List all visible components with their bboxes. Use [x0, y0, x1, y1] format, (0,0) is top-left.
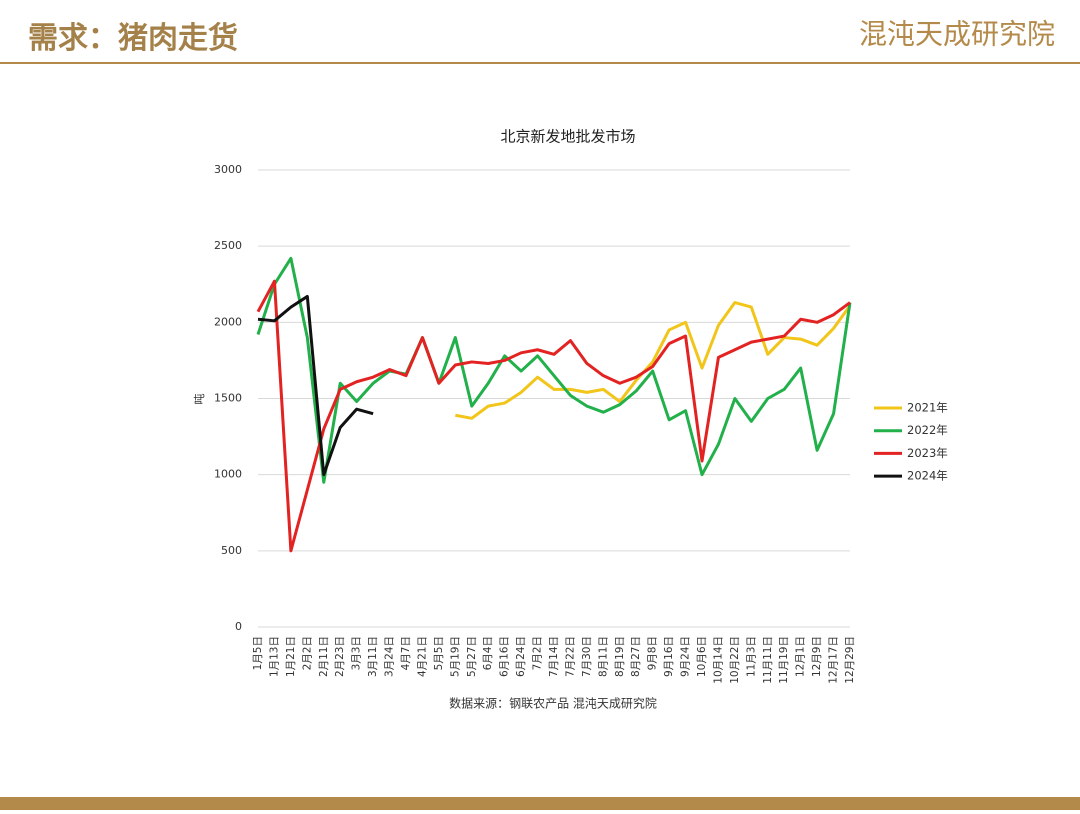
x-tick-label: 5月19日 — [449, 636, 461, 677]
series-line — [256, 256, 852, 484]
x-tick-label: 8月27日 — [630, 636, 642, 677]
x-tick-label: 2月23日 — [334, 636, 346, 677]
chart-title: 北京新发地批发市场 — [500, 128, 635, 146]
slide-title: 需求：猪肉走货 — [28, 21, 238, 56]
x-tick-label: 7月30日 — [581, 636, 593, 677]
x-tick-label: 3月24日 — [384, 636, 396, 677]
x-tick-label: 11月19日 — [778, 636, 790, 684]
y-axis-label: 吨 — [193, 394, 206, 405]
x-tick-label: 3月3日 — [351, 636, 363, 670]
x-tick-label: 2月11日 — [318, 636, 330, 677]
x-tick-label: 12月9日 — [811, 636, 823, 677]
x-tick-label: 1月5日 — [252, 636, 264, 670]
logo: 混沌天成研究院 — [859, 18, 1055, 51]
x-tick-label: 2月2日 — [301, 636, 313, 670]
y-tick-label: 1500 — [214, 392, 242, 405]
x-tick-label: 12月1日 — [795, 636, 807, 677]
y-tick-label: 1000 — [214, 468, 242, 481]
x-tick-label: 9月24日 — [680, 636, 692, 677]
x-tick-label: 7月2日 — [532, 636, 544, 670]
x-tick-label: 10月6日 — [696, 636, 708, 677]
x-tick-label: 10月22日 — [729, 636, 741, 684]
footer-bar — [0, 797, 1080, 810]
x-tick-label: 8月19日 — [614, 636, 626, 677]
y-tick-label: 500 — [221, 544, 242, 557]
x-tick-label: 9月16日 — [663, 636, 675, 677]
x-tick-label: 9月8日 — [647, 636, 659, 670]
y-tick-label: 2000 — [214, 315, 242, 328]
x-tick-label: 12月17日 — [828, 636, 840, 684]
series-line — [257, 294, 374, 477]
x-tick-label: 4月7日 — [400, 636, 412, 670]
x-tick-label: 12月29日 — [844, 636, 856, 684]
y-tick-label: 0 — [235, 620, 242, 633]
y-tick-label: 3000 — [214, 163, 242, 176]
x-tick-label: 6月4日 — [482, 636, 494, 670]
legend-label: 2024年 — [907, 469, 948, 483]
legend-label: 2022年 — [907, 423, 948, 437]
x-tick-label: 3月11日 — [367, 636, 379, 677]
series-line — [256, 279, 851, 553]
source-note: 数据来源：钢联农产品 混沌天成研究院 — [449, 696, 657, 711]
x-tick-label: 5月27日 — [466, 636, 478, 677]
x-tick-label: 10月14日 — [712, 636, 724, 684]
legend-label: 2023年 — [907, 446, 948, 460]
x-tick-label: 5月5日 — [433, 636, 445, 670]
x-tick-label: 6月24日 — [515, 636, 527, 677]
x-tick-label: 6月16日 — [499, 636, 511, 677]
series-line — [455, 301, 852, 420]
x-tick-label: 11月11日 — [762, 636, 774, 684]
x-tick-label: 8月11日 — [597, 636, 609, 677]
legend-label: 2021年 — [907, 401, 948, 415]
x-tick-label: 7月14日 — [548, 636, 560, 677]
x-tick-label: 7月22日 — [564, 636, 576, 677]
y-tick-label: 2500 — [214, 239, 242, 252]
x-tick-label: 1月21日 — [285, 636, 297, 677]
x-tick-label: 4月21日 — [416, 636, 428, 677]
x-tick-label: 11月3日 — [745, 636, 757, 677]
x-tick-label: 1月13日 — [268, 636, 280, 677]
